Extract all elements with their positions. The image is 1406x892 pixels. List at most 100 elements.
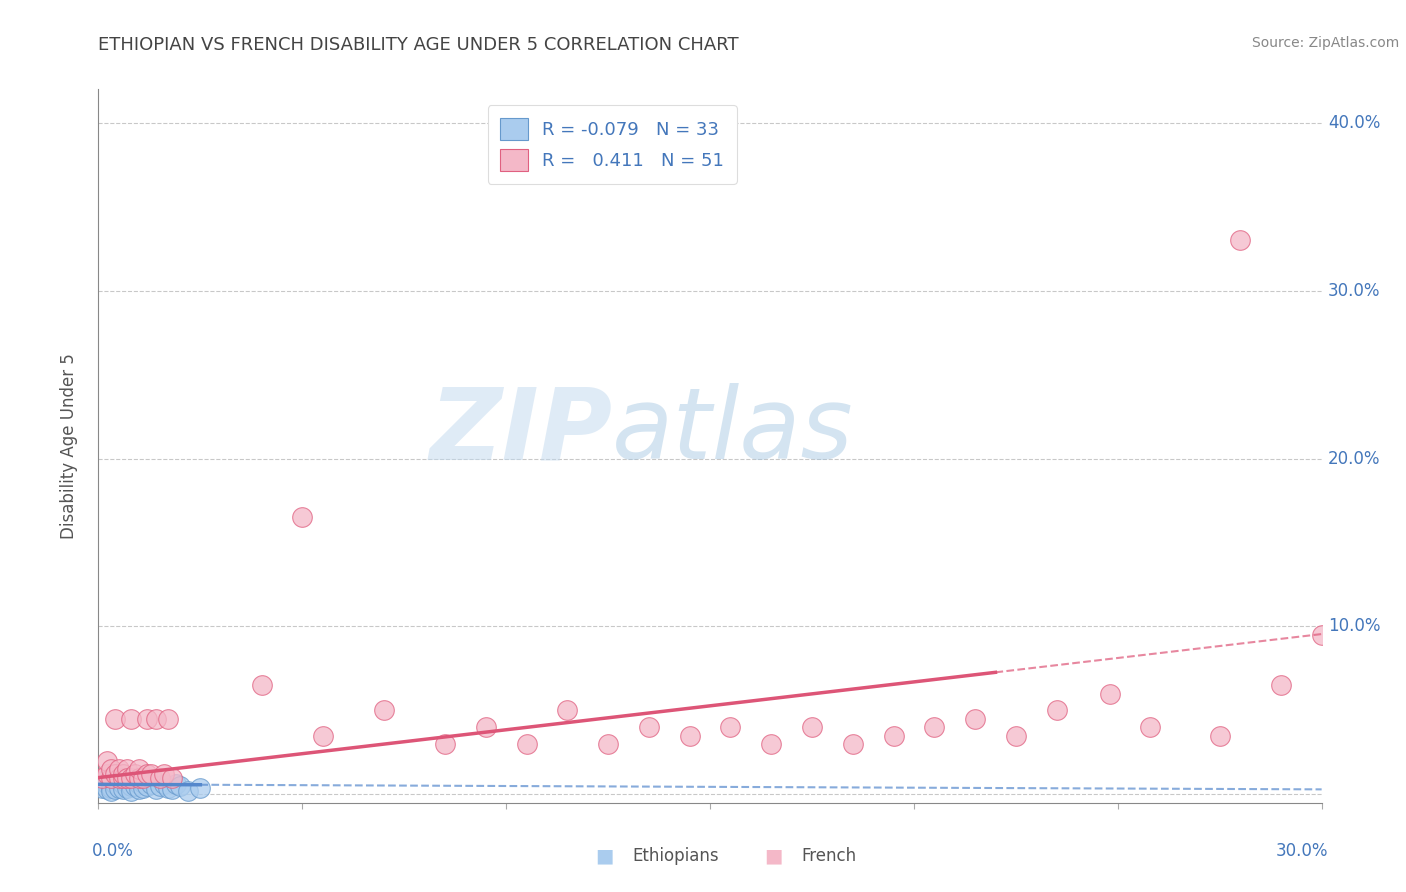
Point	[96, 777, 118, 791]
Point	[373, 703, 395, 717]
Point	[128, 762, 150, 776]
Point	[120, 712, 142, 726]
Point	[136, 767, 159, 781]
Point	[145, 712, 167, 726]
Point	[718, 720, 742, 734]
Point	[132, 775, 155, 789]
Point	[165, 777, 187, 791]
Point	[100, 762, 122, 776]
Point	[1270, 678, 1292, 692]
Point	[111, 782, 134, 797]
Text: Source: ZipAtlas.com: Source: ZipAtlas.com	[1251, 36, 1399, 50]
Point	[100, 784, 122, 798]
Point	[145, 782, 167, 797]
Point	[598, 737, 620, 751]
Point	[883, 729, 905, 743]
Point	[1209, 729, 1232, 743]
Point	[141, 777, 163, 791]
Point	[91, 774, 114, 789]
Point	[104, 782, 127, 797]
Point	[637, 720, 661, 734]
Point	[108, 771, 131, 785]
Text: ■: ■	[763, 847, 783, 866]
Text: 0.0%: 0.0%	[93, 842, 134, 860]
Point	[128, 771, 150, 785]
Point	[120, 784, 142, 798]
Point	[136, 712, 159, 726]
Point	[115, 775, 138, 789]
Point	[169, 779, 191, 793]
Point	[160, 771, 183, 785]
Point	[115, 771, 138, 785]
Point	[922, 720, 945, 734]
Point	[152, 777, 174, 791]
Point	[111, 767, 134, 781]
Point	[1098, 687, 1121, 701]
Point	[115, 780, 138, 795]
Text: 20.0%: 20.0%	[1327, 450, 1381, 467]
Point	[128, 777, 150, 791]
Point	[124, 779, 146, 793]
Point	[188, 780, 212, 795]
Text: atlas: atlas	[612, 384, 853, 480]
Point	[841, 737, 863, 751]
Point	[124, 767, 146, 781]
Point	[111, 777, 134, 791]
Point	[111, 771, 134, 785]
Point	[104, 767, 127, 781]
Text: ETHIOPIAN VS FRENCH DISABILITY AGE UNDER 5 CORRELATION CHART: ETHIOPIAN VS FRENCH DISABILITY AGE UNDER…	[98, 36, 740, 54]
Point	[108, 780, 131, 795]
Point	[679, 729, 702, 743]
Point	[434, 737, 457, 751]
Point	[100, 775, 122, 789]
Point	[141, 767, 163, 781]
Point	[1229, 233, 1251, 247]
Text: French: French	[801, 847, 856, 865]
Point	[91, 771, 114, 785]
Point	[132, 771, 155, 785]
Point	[100, 780, 122, 795]
Point	[115, 762, 138, 776]
Point	[516, 737, 538, 751]
Point	[291, 510, 314, 524]
Point	[965, 712, 987, 726]
Text: 40.0%: 40.0%	[1327, 114, 1381, 132]
Text: 30.0%: 30.0%	[1327, 282, 1381, 300]
Text: ■: ■	[595, 847, 614, 866]
Point	[555, 703, 579, 717]
Point	[177, 784, 200, 798]
Point	[120, 771, 142, 785]
Point	[801, 720, 824, 734]
Point	[474, 720, 498, 734]
Point	[1004, 729, 1026, 743]
Point	[1045, 703, 1069, 717]
Point	[149, 779, 172, 793]
Point	[104, 712, 127, 726]
Point	[761, 737, 783, 751]
Point	[132, 780, 155, 795]
Point	[156, 712, 179, 726]
Point	[136, 779, 159, 793]
Text: 10.0%: 10.0%	[1327, 617, 1381, 635]
Legend: R = -0.079   N = 33, R =   0.411   N = 51: R = -0.079 N = 33, R = 0.411 N = 51	[488, 105, 737, 184]
Point	[96, 754, 118, 768]
Point	[152, 767, 174, 781]
Text: Ethiopians: Ethiopians	[633, 847, 720, 865]
Point	[108, 762, 131, 776]
Point	[104, 777, 127, 791]
Point	[128, 782, 150, 797]
Point	[149, 771, 172, 785]
Point	[156, 780, 179, 795]
Point	[1139, 720, 1161, 734]
Point	[160, 782, 183, 797]
Text: ZIP: ZIP	[429, 384, 612, 480]
Text: 30.0%: 30.0%	[1275, 842, 1327, 860]
Y-axis label: Disability Age Under 5: Disability Age Under 5	[59, 353, 77, 539]
Point	[312, 729, 335, 743]
Point	[108, 774, 131, 789]
Point	[91, 780, 114, 795]
Point	[96, 782, 118, 797]
Point	[120, 779, 142, 793]
Point	[100, 771, 122, 785]
Point	[250, 678, 273, 692]
